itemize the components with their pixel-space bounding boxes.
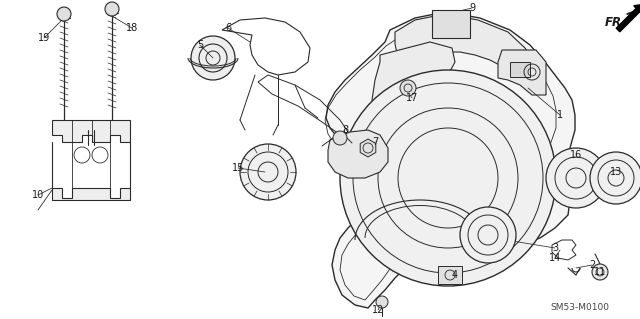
Text: 1: 1 (557, 110, 563, 120)
Polygon shape (328, 130, 388, 178)
Text: 8: 8 (342, 125, 348, 135)
Text: 3: 3 (552, 243, 558, 253)
Polygon shape (498, 50, 546, 95)
Text: SM53-M0100: SM53-M0100 (550, 303, 609, 313)
Bar (438, 266, 462, 284)
FancyArrow shape (616, 4, 640, 32)
Text: 6: 6 (225, 23, 231, 33)
Bar (432, 10, 470, 38)
Text: 13: 13 (610, 167, 622, 177)
Text: 2: 2 (589, 260, 595, 270)
Text: 12: 12 (372, 305, 384, 315)
Circle shape (590, 152, 640, 204)
Polygon shape (326, 12, 575, 308)
Circle shape (57, 7, 71, 21)
Text: 9: 9 (469, 3, 475, 13)
Text: FR.: FR. (605, 16, 627, 28)
Text: 18: 18 (126, 23, 138, 33)
Circle shape (333, 131, 347, 145)
Circle shape (191, 36, 235, 80)
Polygon shape (52, 120, 130, 142)
Text: 7: 7 (372, 137, 378, 147)
Text: 19: 19 (38, 33, 50, 43)
Text: 11: 11 (594, 267, 606, 277)
Polygon shape (372, 42, 455, 128)
Text: 5: 5 (197, 40, 203, 50)
Text: 10: 10 (32, 190, 44, 200)
Polygon shape (52, 188, 130, 200)
Text: 14: 14 (549, 253, 561, 263)
Circle shape (340, 70, 556, 286)
Circle shape (592, 264, 608, 280)
Circle shape (105, 2, 119, 16)
Circle shape (240, 144, 296, 200)
Polygon shape (395, 14, 535, 72)
Circle shape (546, 148, 606, 208)
Circle shape (460, 207, 516, 263)
Bar (510, 62, 530, 77)
Text: 4: 4 (452, 270, 458, 280)
Circle shape (376, 296, 388, 308)
Text: 16: 16 (570, 150, 582, 160)
Text: 17: 17 (406, 93, 418, 103)
Text: 15: 15 (232, 163, 244, 173)
Circle shape (400, 80, 416, 96)
